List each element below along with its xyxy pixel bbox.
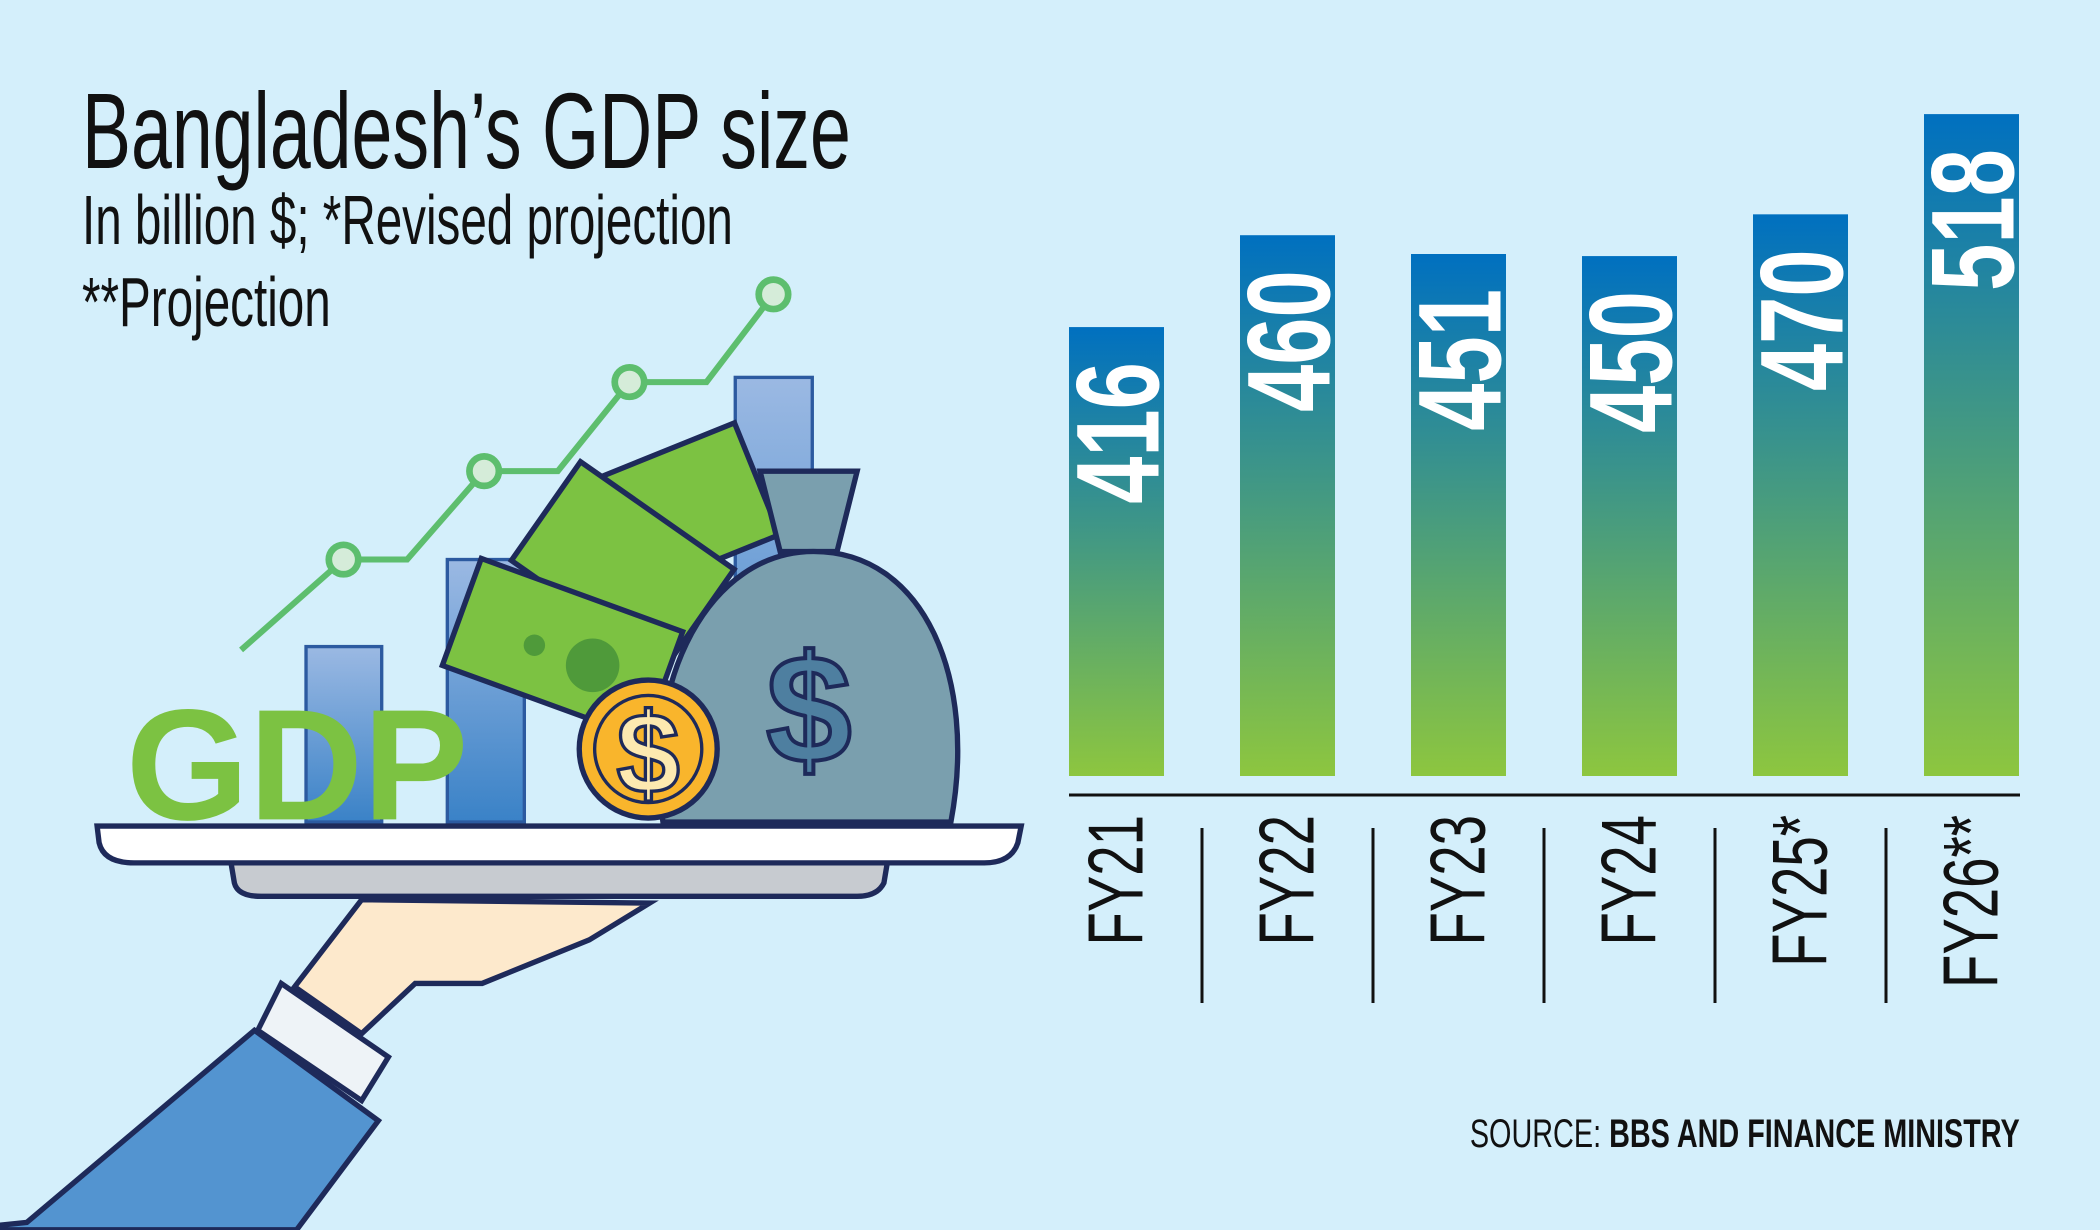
data-label: 450 (1565, 291, 1697, 433)
x-tick-label: FY22 (1244, 815, 1331, 945)
money-bag-icon: $ (656, 468, 961, 825)
dollar-coin-icon: $ (576, 677, 720, 821)
chart-subtitle: In billion $; *Revised projection (82, 181, 733, 259)
chart-title: Bangladesh’s GDP size (82, 70, 851, 191)
source-text: BBS AND FINANCE MINISTRY (1609, 1112, 2020, 1156)
source-note: SOURCE: BBS AND FINANCE MINISTRY (1470, 1112, 2020, 1157)
bar-FY21 (1069, 327, 1164, 776)
x-tick-label: FY21 (1073, 815, 1160, 945)
svg-text:$: $ (766, 623, 852, 795)
svg-text:$: $ (617, 691, 680, 818)
data-label: 518 (1907, 149, 2039, 291)
bar-FY26** (1924, 114, 2019, 776)
gdp-illustration: GDP $ $ (0, 276, 1025, 1230)
bar-FY25* (1753, 214, 1848, 776)
chart-subtitle-note: **Projection (82, 263, 331, 341)
data-label: 451 (1394, 289, 1526, 431)
bar-FY24 (1582, 256, 1677, 776)
source-prefix: SOURCE: (1470, 1112, 1602, 1156)
data-label: 416 (1052, 362, 1184, 504)
data-label: 460 (1223, 270, 1355, 412)
x-tick-label: FY26** (1928, 815, 2015, 988)
bar-FY23 (1411, 254, 1506, 776)
x-tick-label: FY25* (1757, 815, 1844, 967)
hand-tray-icon (0, 823, 1025, 1230)
bar-FY22 (1240, 235, 1335, 776)
x-tick-label: FY24 (1586, 815, 1673, 945)
data-label: 470 (1736, 249, 1868, 391)
x-tick-label: FY23 (1415, 815, 1502, 945)
